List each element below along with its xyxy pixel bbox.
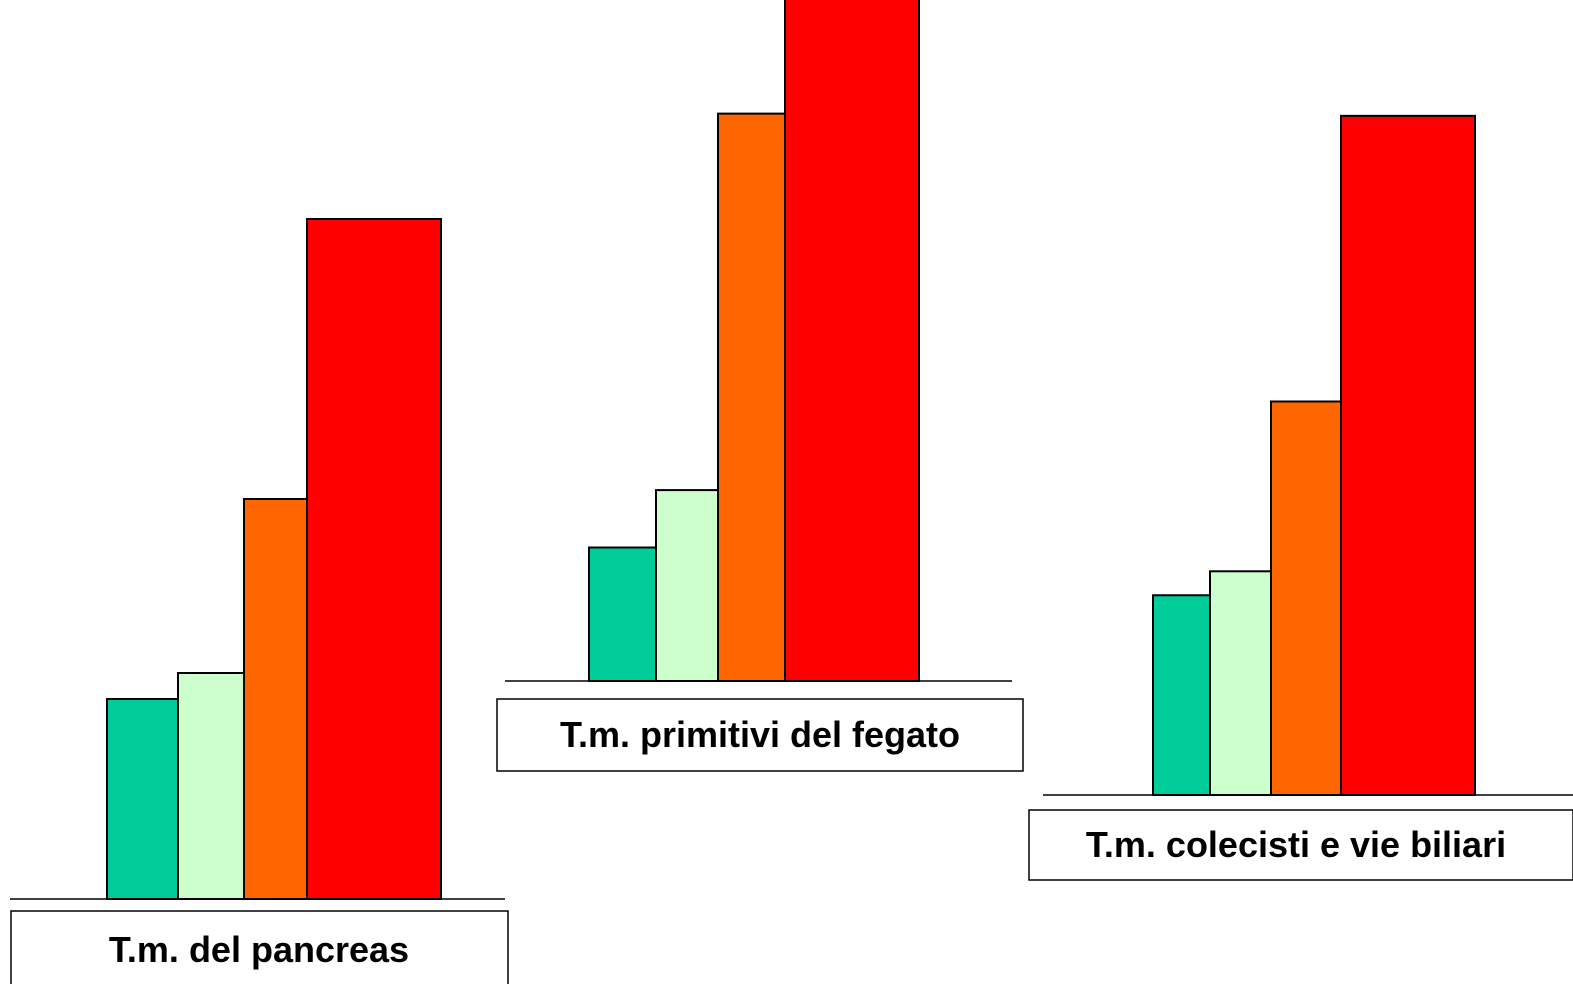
chart-fegato-bar-series-3 [717, 112, 786, 682]
chart-pancreas-bar-series-4 [306, 218, 442, 900]
chart-fegato-bar-series-4 [784, 0, 920, 682]
chart-fegato-bars [588, 0, 920, 682]
chart-pancreas-bar-series-2 [177, 672, 245, 900]
chart-fegato-bar-series-1 [588, 546, 657, 682]
chart-colecisti-bar-series-3 [1270, 400, 1342, 796]
chart-colecisti-bar-series-4 [1340, 114, 1476, 797]
chart-pancreas-label: T.m. del pancreas [109, 929, 409, 970]
chart-pancreas-bars [106, 218, 442, 900]
chart-colecisti-label: T.m. colecisti e vie biliari [1086, 824, 1506, 865]
chart-pancreas-label-box [10, 910, 509, 984]
chart-fegato: T.m. primitivi del fegato [496, 0, 1024, 772]
chart-colecisti: T.m. colecisti e vie biliari [1028, 114, 1573, 881]
chart-colecisti-bar-series-1 [1152, 594, 1211, 796]
chart-pancreas-bar-series-1 [106, 698, 179, 900]
chart-fegato-label: T.m. primitivi del fegato [560, 714, 960, 755]
chart-pancreas-bar-series-3 [243, 498, 308, 900]
chart-colecisti-bars [1152, 114, 1476, 797]
chart-pancreas: T.m. del pancreas [10, 218, 509, 984]
chart-fegato-label-box [496, 698, 1024, 772]
chart-colecisti-label-box [1028, 809, 1573, 881]
chart-colecisti-bar-series-2 [1209, 570, 1272, 797]
chart-fegato-bar-series-2 [655, 489, 719, 682]
